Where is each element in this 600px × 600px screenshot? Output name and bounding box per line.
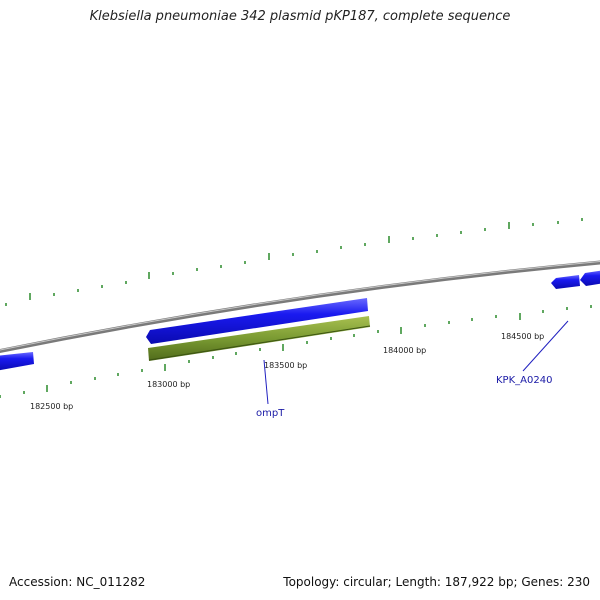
accession-text: Accession: NC_011282 <box>9 575 146 589</box>
sequence-summary-text: Topology: circular; Length: 187,922 bp; … <box>283 575 590 589</box>
bp-label: 183000 bp <box>147 380 190 389</box>
kpk-a0240-label-line <box>522 320 569 372</box>
map-title: Klebsiella pneumoniae 342 plasmid pKP187… <box>89 9 511 24</box>
bp-label: 184000 bp <box>383 346 426 355</box>
cds-feature-ompT[interactable] <box>148 316 370 361</box>
inner-tick-row <box>0 305 592 398</box>
outer-tick-row <box>5 218 583 306</box>
ompT-label-line <box>263 359 269 405</box>
bp-label: 183500 bp <box>264 361 307 370</box>
gene-label-ompT[interactable]: ompT <box>256 408 285 419</box>
gene-label-kpk-a0240[interactable]: KPK_A0240 <box>496 375 552 386</box>
plasmid-backbone <box>0 260 600 354</box>
gene-feature[interactable] <box>146 298 368 344</box>
gene-feature[interactable] <box>551 275 580 289</box>
bp-label: 182500 bp <box>30 402 73 411</box>
gene-feature[interactable] <box>580 270 600 286</box>
gene-feature[interactable] <box>0 352 34 371</box>
forward-gene-track <box>0 270 600 371</box>
bp-label: 184500 bp <box>501 332 544 341</box>
